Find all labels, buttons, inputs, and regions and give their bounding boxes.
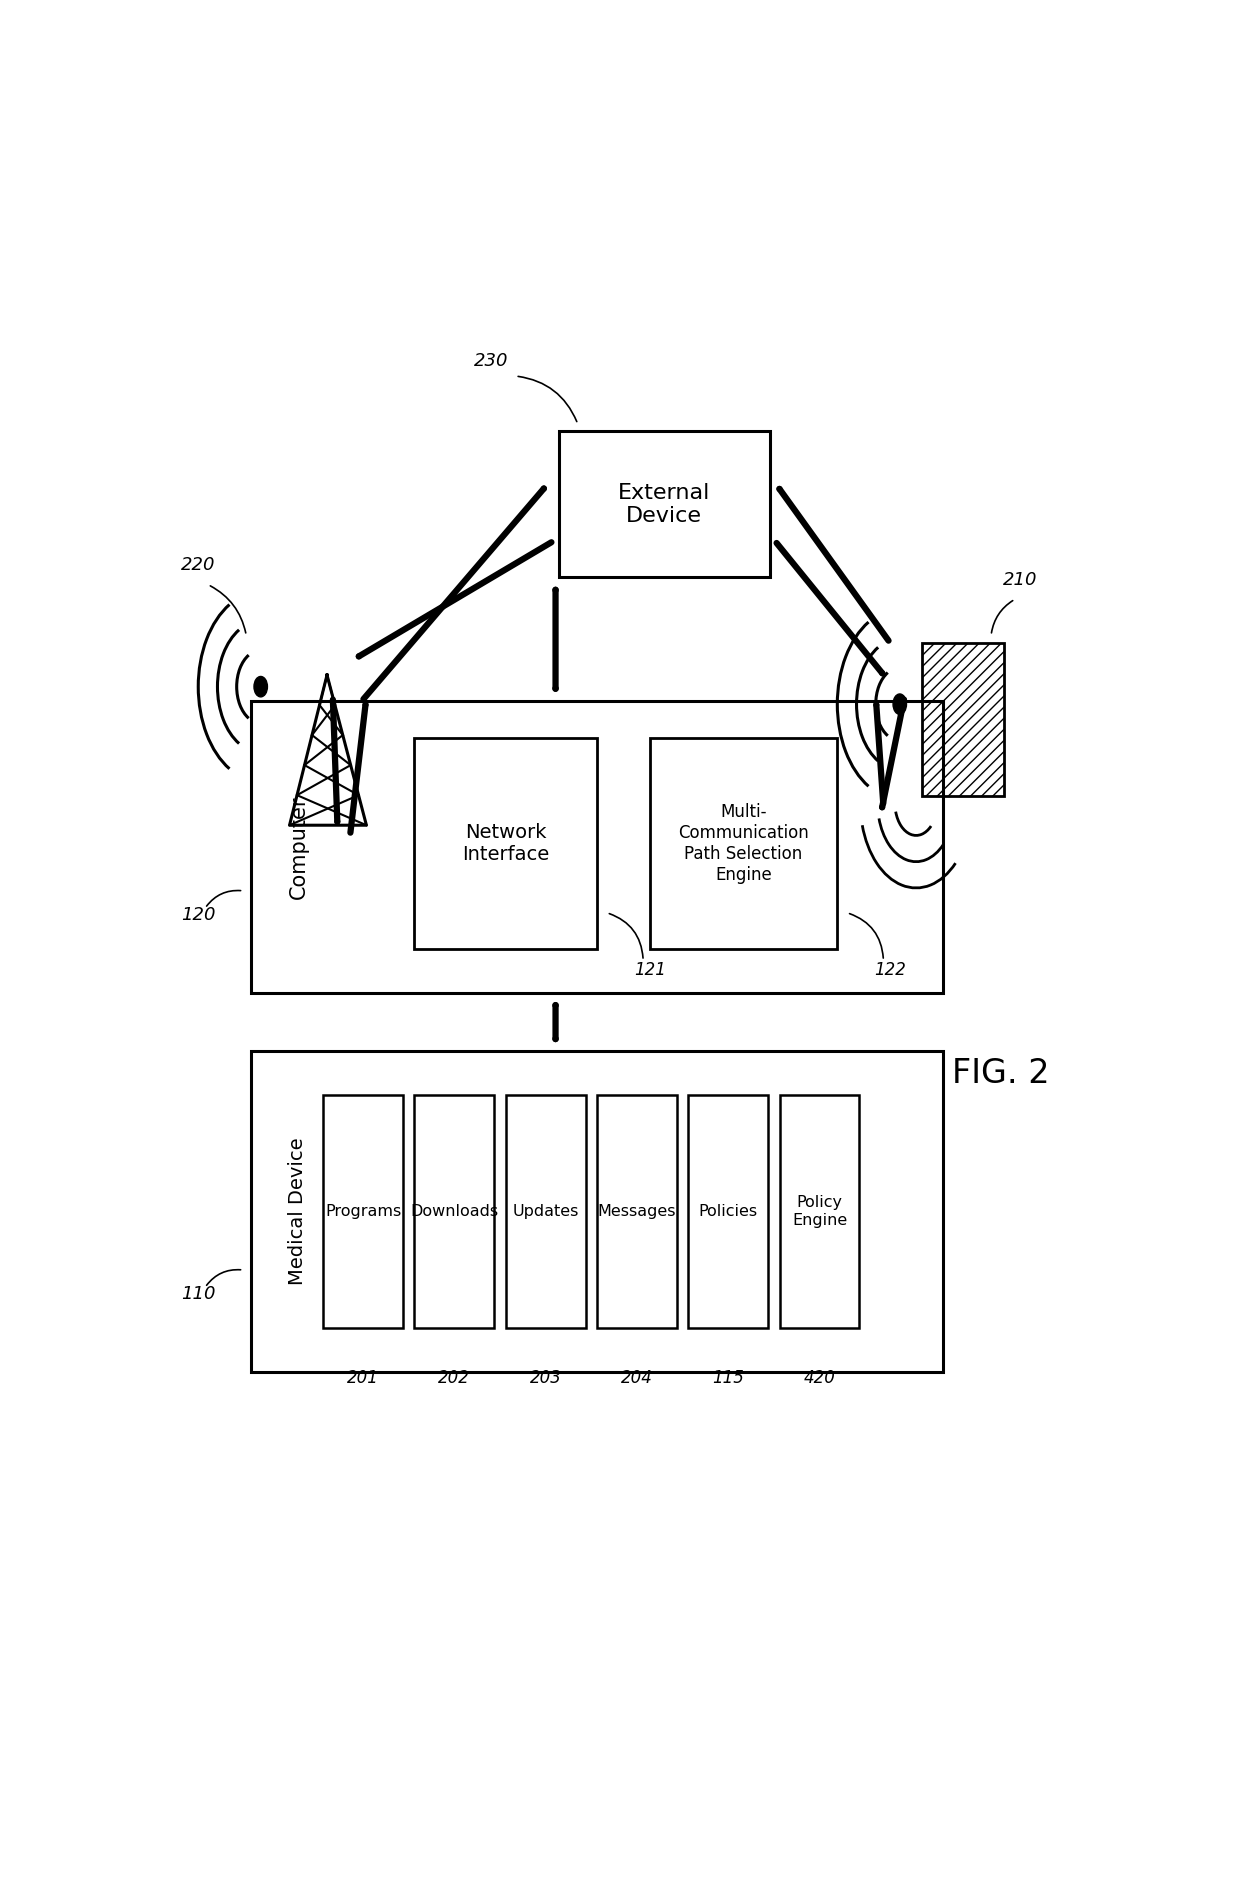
- Text: 122: 122: [874, 962, 906, 979]
- Text: 110: 110: [181, 1286, 216, 1303]
- Bar: [688, 1095, 768, 1328]
- Text: 202: 202: [439, 1369, 470, 1386]
- Text: Multi-
Communication
Path Selection
Engine: Multi- Communication Path Selection Engi…: [678, 803, 808, 884]
- Text: Updates: Updates: [512, 1205, 579, 1220]
- Bar: [921, 642, 1003, 795]
- Text: FIG. 2: FIG. 2: [952, 1057, 1049, 1089]
- Bar: [596, 1095, 677, 1328]
- Circle shape: [893, 693, 906, 714]
- Bar: [780, 1095, 859, 1328]
- Bar: [506, 1095, 585, 1328]
- Text: Policy
Engine: Policy Engine: [792, 1195, 847, 1227]
- Text: Programs: Programs: [325, 1205, 402, 1220]
- Text: 203: 203: [529, 1369, 562, 1386]
- Text: External
Device: External Device: [619, 483, 711, 527]
- Text: Policies: Policies: [698, 1205, 758, 1220]
- Bar: [250, 1051, 942, 1371]
- Bar: [558, 432, 770, 578]
- Text: Medical Device: Medical Device: [288, 1138, 306, 1286]
- Bar: [250, 701, 942, 992]
- Text: 230: 230: [474, 352, 508, 369]
- Bar: [324, 1095, 403, 1328]
- Text: Downloads: Downloads: [410, 1205, 498, 1220]
- Text: 115: 115: [712, 1369, 744, 1386]
- Text: 120: 120: [181, 905, 216, 924]
- Text: Network
Interface: Network Interface: [463, 824, 549, 864]
- Bar: [414, 737, 598, 949]
- Text: Computer: Computer: [289, 795, 309, 900]
- Text: 220: 220: [181, 557, 216, 574]
- Bar: [650, 737, 837, 949]
- Circle shape: [254, 676, 268, 697]
- Bar: [414, 1095, 495, 1328]
- Text: Messages: Messages: [598, 1205, 676, 1220]
- Text: 201: 201: [347, 1369, 379, 1386]
- Text: 210: 210: [1003, 570, 1037, 589]
- Text: 121: 121: [634, 962, 666, 979]
- Text: 204: 204: [621, 1369, 653, 1386]
- Text: 420: 420: [804, 1369, 836, 1386]
